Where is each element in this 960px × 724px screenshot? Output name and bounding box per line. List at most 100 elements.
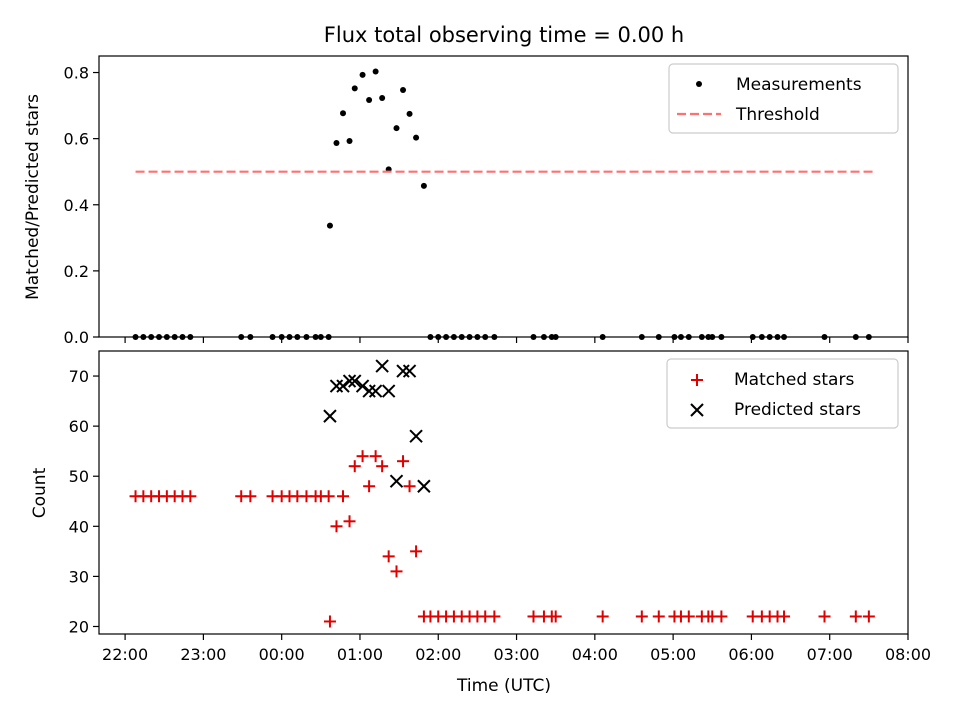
matched-star-point [369, 450, 382, 463]
xtick-label-0: 22:00 [102, 645, 148, 664]
measurement-point [333, 139, 340, 146]
predicted-star-point [355, 379, 370, 393]
xtick-label-4: 02:00 [415, 645, 461, 664]
predicted-star-point [348, 374, 362, 388]
xtick-label-7: 05:00 [650, 645, 696, 664]
predicted-star-point [329, 379, 344, 393]
matched-star-point [348, 460, 361, 473]
matched-star-point [390, 565, 403, 578]
predicted-star-point [389, 474, 404, 488]
predicted-star-point [342, 374, 357, 388]
flux-ratio-panel: 0.00.20.40.60.8 Matched/Predicted stars … [23, 55, 909, 347]
bottom-ytick-label-5: 70 [69, 367, 89, 386]
xtick-label-10: 08:00 [885, 645, 931, 664]
bottom-ytick-label-2: 40 [69, 517, 89, 536]
predicted-star-point [396, 364, 410, 378]
legend-box [668, 63, 899, 134]
matched-star-point [818, 610, 831, 623]
matched-star-point [410, 545, 423, 558]
legend-box [666, 358, 899, 429]
matched-star-point [343, 515, 356, 528]
matched-star-point [382, 550, 395, 563]
top-ytick-label-0: 0.0 [64, 328, 89, 347]
matched-star-point [323, 615, 336, 628]
predicted-star-point [368, 384, 383, 398]
top-ytick-label-4: 0.8 [64, 64, 89, 83]
measurement-point [346, 137, 353, 144]
matched-star-point [549, 610, 562, 623]
top-y-axis-label: Matched/Predicted stars [23, 94, 43, 300]
measurement-point [420, 182, 427, 189]
top-ytick-label-2: 0.4 [64, 196, 89, 215]
legend-measurements-marker [696, 81, 702, 87]
measurement-point [413, 134, 420, 141]
matched-star-point [376, 460, 389, 473]
predicted-star-point [381, 384, 396, 398]
measurement-point [326, 222, 333, 229]
matched-star-point [862, 610, 875, 623]
predicted-star-point [417, 479, 431, 493]
matched-star-point [337, 490, 350, 503]
top-legend: Measurements Threshold [668, 63, 899, 134]
bottom-y-axis-label: Count [30, 467, 50, 518]
top-ytick-label-3: 0.6 [64, 130, 89, 149]
chart-title: Flux total observing time = 0.00 h [324, 23, 684, 47]
xtick-label-2: 00:00 [259, 645, 305, 664]
predicted-star-point [362, 384, 376, 398]
top-ytick-label-1: 0.2 [64, 262, 89, 281]
matched-star-point [849, 610, 862, 623]
legend-matched-label: Matched stars [734, 370, 854, 390]
legend-matched-marker [691, 374, 703, 386]
xtick-label-3: 01:00 [337, 645, 383, 664]
predicted-star-point [402, 364, 417, 378]
bottom-ytick-label-1: 30 [69, 567, 89, 586]
matched-star-point [488, 610, 501, 623]
legend-measurements-label: Measurements [736, 75, 862, 95]
xtick-label-8: 06:00 [728, 645, 774, 664]
measurement-point [366, 96, 373, 103]
matched-star-point [403, 480, 416, 493]
predicted-star-point [336, 379, 350, 393]
measurement-point [359, 71, 366, 78]
matched-star-point [244, 490, 257, 503]
measurement-point [372, 68, 379, 75]
matched-star-point [596, 610, 609, 623]
matched-star-point [778, 610, 791, 623]
matched-star-point [715, 610, 728, 623]
matched-star-point [184, 490, 197, 503]
predicted-star-point [323, 409, 337, 423]
measurement-point [400, 87, 407, 94]
x-axis-label: Time (UTC) [456, 676, 551, 696]
measurement-point [406, 110, 413, 117]
measurement-point [393, 125, 400, 132]
xtick-label-1: 23:00 [180, 645, 226, 664]
xtick-label-5: 03:00 [493, 645, 539, 664]
matched-star-point [363, 480, 376, 493]
measurement-point [340, 110, 347, 117]
matched-star-point [652, 610, 665, 623]
bottom-ytick-label-4: 60 [69, 417, 89, 436]
legend-threshold-label: Threshold [735, 105, 820, 125]
matched-star-point [397, 455, 410, 468]
matched-star-point [330, 520, 343, 533]
predicted-star-point [375, 359, 389, 373]
bottom-legend: Matched stars Predicted stars [666, 358, 899, 429]
matched-star-point [356, 450, 369, 463]
matched-star-point [322, 490, 335, 503]
legend-predicted-marker [690, 403, 704, 417]
legend-predicted-label: Predicted stars [734, 400, 861, 420]
top-axes-frame [98, 55, 909, 338]
measurement-point [379, 94, 386, 101]
bottom-axes-frame [98, 350, 909, 635]
predicted-star-point [409, 429, 423, 443]
measurement-point [351, 85, 358, 92]
bottom-ytick-label-0: 20 [69, 617, 89, 636]
xtick-label-6: 04:00 [572, 645, 618, 664]
matched-star-point [527, 610, 540, 623]
matched-star-point [682, 610, 695, 623]
xtick-label-9: 07:00 [807, 645, 853, 664]
star-count-panel: 20 30 40 50 60 70 22:00 23:00 00:00 01:00 02:00 03… [30, 350, 931, 696]
matched-star-point [635, 610, 648, 623]
